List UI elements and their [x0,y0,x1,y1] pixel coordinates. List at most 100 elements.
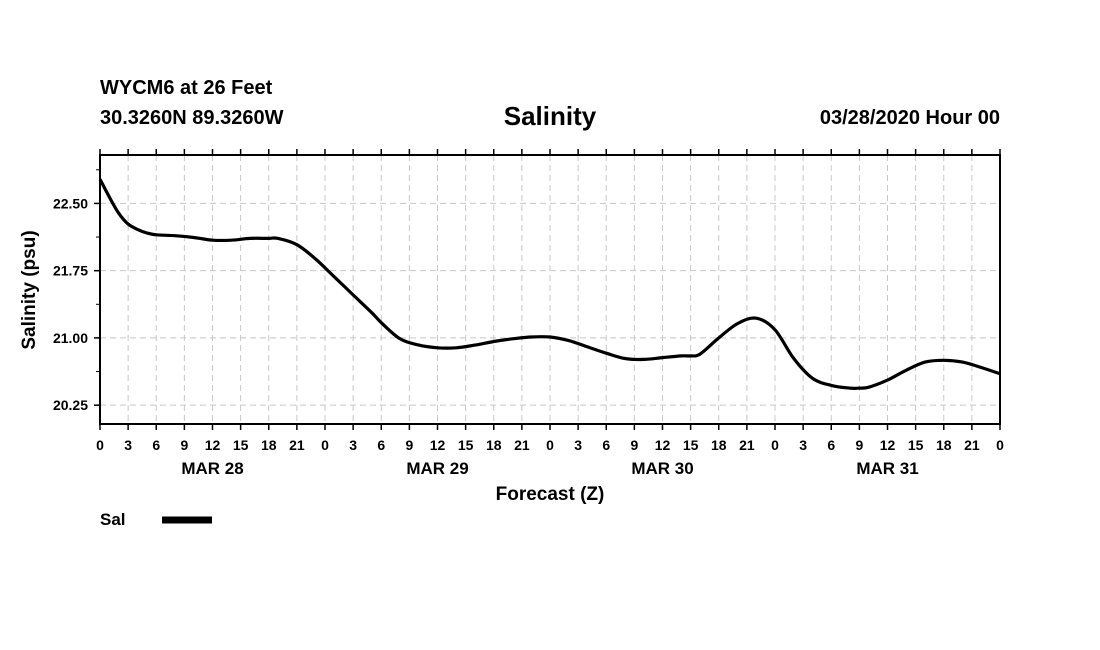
data-point [211,239,214,242]
data-point [942,359,945,362]
data-point [436,346,439,349]
x-tick-label: 6 [152,437,160,453]
data-point [642,358,645,361]
x-tick-label: 9 [405,437,413,453]
x-tick-label: 12 [205,437,221,453]
data-point [145,232,148,235]
data-point [624,357,626,360]
x-tick-label: 15 [233,437,249,453]
x-tick-label: 18 [261,437,277,453]
data-point [849,387,851,390]
data-point [492,340,495,343]
x-tick-label: 0 [996,437,1004,453]
data-point [980,366,983,369]
data-point [586,345,589,348]
x-tick-label: 21 [514,437,530,453]
x-tick-label: 15 [458,437,474,453]
data-point [249,237,251,240]
day-label: MAR 30 [631,459,693,478]
data-point [792,357,795,360]
data-point [699,353,701,356]
x-tick-label: 18 [486,437,502,453]
data-point [417,344,420,347]
data-point [680,354,683,357]
data-point [127,223,130,226]
x-tick-label: 21 [964,437,980,453]
y-tick-label: 21.00 [53,330,88,346]
station-title: WYCM6 at 26 Feet [100,77,273,99]
y-tick-label: 22.50 [53,195,88,211]
data-point [174,234,176,237]
data-point [961,361,964,364]
data-point [399,337,401,340]
data-point [717,336,720,339]
x-tick-label: 0 [321,437,329,453]
forecast-issue-time: 03/28/2020 Hour 00 [820,107,1000,129]
data-point [689,354,692,357]
data-point [108,196,111,199]
data-point [511,337,514,340]
x-tick-label: 0 [546,437,554,453]
data-point [924,361,926,364]
day-label: MAR 31 [856,459,918,478]
data-point [567,339,570,342]
data-point [314,258,317,261]
x-tick-label: 3 [349,437,357,453]
x-tick-label: 21 [289,437,305,453]
x-tick-label: 0 [96,437,104,453]
data-point [605,352,608,355]
x-tick-label: 12 [430,437,446,453]
data-point [333,275,336,278]
data-point [755,317,758,320]
data-point [830,384,833,387]
x-tick-label: 21 [739,437,755,453]
x-tick-label: 18 [936,437,952,453]
data-point [455,346,458,349]
data-point [867,386,870,389]
data-point [886,379,889,382]
data-point [858,387,861,390]
x-tick-label: 9 [855,437,863,453]
x-axis-ticks: 0 3 6 9 12 15 18 21 0 3 6 9 12 15 18 21 0 3 6 9 12 15 18 21 0 3 6 9… [96,149,1004,453]
x-tick-label: 6 [827,437,835,453]
x-tick-label: 3 [124,437,132,453]
y-axis-label: Salinity (psu) [19,230,40,349]
chart-title: Salinity [504,101,597,131]
data-point [230,239,233,242]
y-tick-label: 20.25 [53,397,88,413]
y-axis-ticks: 22.50 21.75 21.00 20.25 [53,169,100,413]
data-point [136,228,139,231]
data-point [352,293,355,296]
data-point [661,356,664,359]
data-point [267,237,270,240]
data-point [380,321,383,324]
data-point [774,328,776,331]
data-point [117,212,120,215]
x-tick-label: 3 [574,437,582,453]
data-point [277,237,280,240]
x-tick-label: 12 [880,437,896,453]
y-tick-label: 21.75 [53,263,88,279]
x-tick-label: 15 [683,437,699,453]
x-tick-label: 18 [711,437,727,453]
day-label: MAR 28 [181,459,243,478]
series-layer [98,178,1001,390]
x-tick-label: 15 [908,437,924,453]
data-point [905,369,908,372]
legend-label: Sal [100,510,126,529]
x-tick-label: 12 [655,437,671,453]
data-point [474,344,476,347]
x-tick-label: 9 [630,437,638,453]
x-tick-label: 6 [602,437,610,453]
data-point [295,243,298,246]
data-point [811,377,814,380]
x-tick-label: 3 [799,437,807,453]
x-tick-label: 9 [180,437,188,453]
day-labels: MAR 28 MAR 29 MAR 30 MAR 31 [181,459,918,478]
data-point [192,236,195,239]
day-label: MAR 29 [406,459,468,478]
x-tick-label: 0 [771,437,779,453]
grid-lines [100,155,1000,424]
data-point [370,311,373,314]
